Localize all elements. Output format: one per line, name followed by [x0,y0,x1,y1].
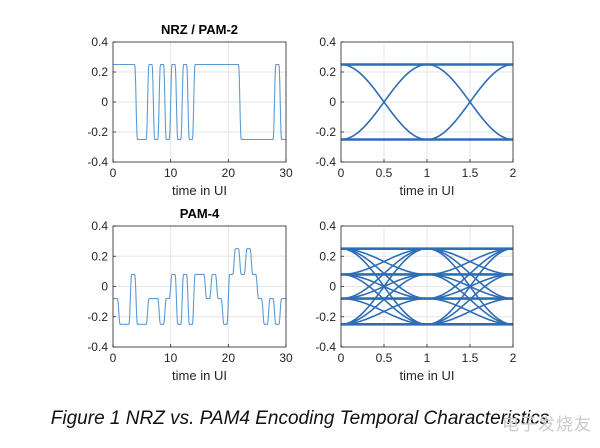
x-tick-label: 1.5 [462,166,479,180]
figure-caption: Figure 1 NRZ vs. PAM4 Encoding Temporal … [50,408,550,429]
y-tick-label: 0.2 [91,65,108,79]
eye-trace [341,247,428,276]
eye-trace [426,273,513,326]
x-axis-label: time in UI [400,368,455,383]
chart-pam4-eye: 0 0.5 1 1.5 2 -0.4 -0.2 0 0.2 0.4 time in UI [315,219,516,383]
waveform-line [113,248,286,325]
eye-trace [341,297,428,326]
x-tick-label: 1 [424,351,431,365]
x-tick-label: 0.5 [376,166,393,180]
x-tick-label: 20 [222,166,236,180]
eye-trace [426,247,513,276]
x-tick-label: 10 [164,351,178,365]
y-tick-label: -0.2 [315,310,336,324]
y-tick-label: 0 [101,280,108,294]
y-tick-label: 0.4 [91,35,108,49]
y-tick-label: 0 [329,280,336,294]
x-tick-label: 30 [279,166,293,180]
x-tick-label: 2 [510,166,517,180]
x-tick-label: 1 [424,166,431,180]
x-axis-label: time in UI [400,183,455,198]
y-tick-label: 0.4 [91,219,108,233]
y-tick-label: -0.2 [87,310,108,324]
y-tick-label: -0.2 [87,125,108,139]
x-tick-label: 30 [279,351,293,365]
y-tick-label: -0.4 [315,155,336,169]
eye-trace [341,63,428,141]
eye-trace [426,297,513,326]
y-tick-label: -0.4 [87,340,108,354]
x-tick-label: 10 [164,166,178,180]
x-axis-label: time in UI [172,368,227,383]
x-tick-label: 0 [110,351,117,365]
y-tick-label: -0.2 [315,125,336,139]
eye-trace [341,247,428,300]
y-tick-label: 0.4 [319,219,336,233]
y-tick-label: 0.2 [319,249,336,263]
waveform-line [113,63,286,141]
x-tick-label: 0.5 [376,351,393,365]
watermark-logo: 电子发烧友 [502,415,592,435]
chart-nrz-time: 0 10 20 30 -0.4 -0.2 0 0.2 0.4 time in UI NRZ / PA… [87,22,293,198]
x-tick-label: 0 [110,166,117,180]
data-layer [113,63,286,141]
x-tick-label: 0 [338,166,345,180]
x-tick-label: 0 [338,351,345,365]
chart-nrz-eye: 0 0.5 1 1.5 2 -0.4 -0.2 0 0.2 0.4 time in UI [315,35,516,198]
y-tick-label: 0 [101,95,108,109]
data-layer [113,248,286,325]
eye-trace [341,273,428,326]
eye-trace [426,63,513,141]
y-tick-label: 0.4 [319,35,336,49]
chart-pam4-time: 0 10 20 30 -0.4 -0.2 0 0.2 0.4 time in UI PAM-4 [87,206,293,383]
eye-trace [426,247,513,326]
x-axis-label: time in UI [172,183,227,198]
chart-title: PAM-4 [180,206,220,221]
y-tick-label: -0.4 [87,155,108,169]
data-layer [341,247,513,326]
eye-trace [426,247,513,300]
y-tick-label: -0.4 [315,340,336,354]
data-layer [341,63,513,141]
eye-trace [341,247,428,326]
x-tick-label: 1.5 [462,351,479,365]
x-tick-label: 2 [510,351,517,365]
y-tick-label: 0 [329,95,336,109]
x-tick-label: 20 [222,351,236,365]
y-tick-label: 0.2 [91,249,108,263]
chart-title: NRZ / PAM-2 [161,22,238,37]
y-tick-label: 0.2 [319,65,336,79]
